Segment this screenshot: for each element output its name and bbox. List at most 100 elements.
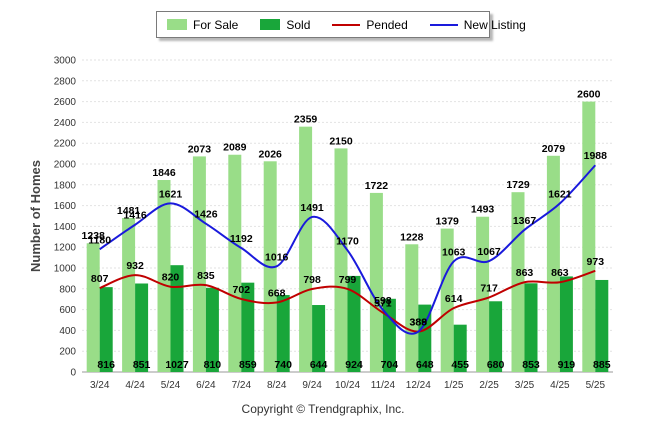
x-tick-label: 7/24: [232, 380, 252, 391]
data-label-new-listing: 1367: [513, 215, 537, 227]
data-label-sold: 851: [133, 359, 151, 371]
data-label-sold: 740: [274, 359, 292, 371]
x-tick-label: 9/24: [302, 380, 322, 391]
data-label-pended: 932: [126, 260, 144, 272]
bar-for-sale: [582, 101, 596, 372]
bar-sold: [524, 283, 538, 372]
bar-for-sale: [476, 216, 490, 372]
bar-sold: [276, 295, 290, 372]
y-tick-label: 2000: [54, 160, 77, 171]
data-label-sold: 680: [487, 359, 505, 371]
bar-sold: [99, 287, 113, 372]
data-label-for-sale: 2359: [294, 114, 318, 126]
data-label-for-sale: 1846: [152, 167, 176, 179]
data-label-sold: 919: [558, 359, 576, 371]
x-tick-label: 10/24: [335, 380, 360, 391]
bar-sold: [595, 279, 609, 372]
data-label-new-listing: 1067: [477, 246, 501, 258]
data-label-new-listing: 1426: [194, 209, 218, 221]
data-label-for-sale: 2600: [577, 89, 601, 101]
y-tick-label: 200: [59, 347, 76, 358]
data-label-new-listing: 1063: [442, 246, 466, 258]
bar-for-sale: [511, 192, 525, 372]
bar-for-sale: [299, 126, 313, 372]
data-label-for-sale: 1722: [365, 180, 389, 192]
data-label-for-sale: 1228: [400, 231, 424, 243]
bar-for-sale: [192, 156, 206, 372]
data-label-sold: 816: [97, 359, 115, 371]
legend-swatch: [167, 19, 187, 30]
bar-sold: [382, 298, 396, 372]
data-label-for-sale: 2026: [259, 148, 283, 160]
data-label-for-sale: 2073: [188, 143, 212, 155]
data-label-sold: 859: [239, 359, 257, 371]
legend-item: Sold: [260, 18, 310, 32]
data-label-new-listing: 1621: [548, 188, 572, 200]
x-tick-label: 1/25: [444, 380, 464, 391]
data-label-pended: 668: [268, 288, 286, 300]
data-label-for-sale: 1379: [436, 216, 460, 228]
data-label-sold: 810: [204, 359, 222, 371]
bar-for-sale: [228, 154, 242, 372]
bar-sold: [241, 282, 255, 372]
legend-label: Sold: [286, 17, 311, 32]
x-tick-label: 5/24: [161, 380, 181, 391]
data-label-sold: 455: [451, 359, 469, 371]
data-label-new-listing: 1621: [159, 188, 183, 200]
data-label-sold: 648: [416, 359, 434, 371]
data-label-for-sale: 2079: [542, 143, 566, 155]
y-tick-label: 1400: [54, 222, 77, 233]
legend-item: For Sale: [167, 18, 238, 32]
x-tick-label: 4/24: [125, 380, 145, 391]
data-label-for-sale: 1493: [471, 204, 495, 216]
bar-for-sale: [546, 155, 560, 372]
data-label-new-listing: 1416: [123, 210, 147, 222]
data-label-pended: 798: [303, 274, 321, 286]
data-label-for-sale: 1238: [82, 230, 106, 242]
data-label-for-sale: 1481: [117, 205, 141, 217]
legend-label: Pended: [366, 17, 408, 32]
data-label-pended: 863: [551, 267, 569, 279]
legend-label: New Listing: [463, 17, 526, 32]
data-label-for-sale: 1729: [506, 179, 530, 191]
data-label-new-listing: 1192: [230, 233, 253, 245]
bar-sold: [312, 305, 326, 372]
legend-swatch: [429, 23, 458, 26]
y-tick-label: 2800: [54, 76, 77, 87]
bar-for-sale: [405, 244, 419, 372]
data-label-new-listing: 1180: [88, 234, 111, 246]
bar-for-sale: [369, 192, 383, 372]
y-tick-label: 2600: [54, 97, 77, 108]
y-tick-label: 2400: [54, 118, 77, 129]
x-tick-label: 3/24: [90, 380, 110, 391]
data-label-for-sale: 2089: [223, 142, 247, 154]
bar-sold: [489, 301, 503, 372]
bar-sold: [170, 265, 184, 372]
line-pended: [99, 269, 596, 333]
bar-sold: [205, 287, 219, 372]
bar-for-sale: [157, 180, 171, 372]
y-tick-label: 3000: [54, 56, 77, 67]
data-label-pended: 702: [233, 284, 251, 296]
data-label-pended: 614: [445, 293, 463, 305]
y-tick-label: 0: [70, 368, 76, 379]
y-tick-label: 800: [59, 284, 76, 295]
x-tick-label: 8/24: [267, 380, 287, 391]
y-axis-label: Number of Homes: [28, 160, 43, 272]
data-label-new-listing: 1491: [300, 202, 324, 214]
legend-label: For Sale: [193, 17, 239, 32]
data-label-pended: 799: [339, 274, 357, 286]
x-tick-label: 5/25: [586, 380, 606, 391]
data-label-sold: 924: [345, 359, 363, 371]
data-label-sold: 853: [522, 359, 540, 371]
x-tick-label: 2/25: [479, 380, 499, 391]
data-label-pended: 389: [410, 317, 428, 329]
data-label-sold: 644: [310, 359, 328, 371]
y-tick-label: 1000: [54, 264, 77, 275]
x-tick-label: 3/25: [515, 380, 535, 391]
x-tick-label: 4/25: [550, 380, 570, 391]
bar-sold: [418, 304, 432, 372]
y-tick-label: 1800: [54, 180, 77, 191]
